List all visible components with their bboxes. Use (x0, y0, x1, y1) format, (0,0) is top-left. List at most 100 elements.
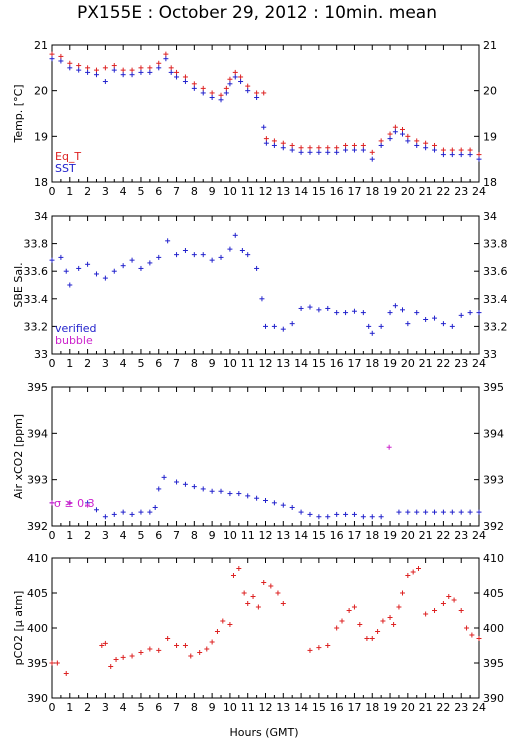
data-point (147, 65, 153, 71)
y-tick-label-right: 18 (483, 176, 497, 189)
data-point (357, 622, 363, 627)
data-point (261, 124, 267, 130)
data-point (200, 90, 206, 96)
data-point (49, 257, 55, 263)
data-point (392, 129, 398, 135)
x-tick-label: 7 (173, 357, 180, 370)
data-point (351, 147, 357, 153)
data-point (476, 152, 482, 158)
data-point (182, 79, 188, 85)
data-point (298, 305, 304, 311)
data-point (245, 88, 251, 94)
data-point (364, 636, 370, 641)
x-tick-label: 3 (102, 701, 109, 714)
data-point (414, 138, 420, 144)
y-tick-label-right: 390 (483, 692, 504, 705)
data-point (165, 636, 171, 641)
data-point (223, 90, 229, 96)
data-point (191, 484, 197, 490)
data-point (366, 323, 372, 329)
data-point (280, 140, 286, 146)
x-tick-label: 22 (436, 185, 450, 198)
x-tick-label: 6 (155, 185, 162, 198)
data-point (102, 640, 108, 646)
data-point (432, 147, 438, 153)
data-point (245, 252, 251, 258)
data-point (316, 145, 322, 151)
x-tick-label: 9 (209, 185, 216, 198)
x-tick-label: 15 (312, 357, 326, 370)
data-point (289, 142, 295, 148)
data-point (307, 511, 313, 517)
data-point (467, 509, 473, 515)
x-tick-label: 19 (383, 529, 397, 542)
data-point (156, 647, 162, 653)
data-point (93, 271, 99, 277)
series-2 (49, 444, 392, 508)
x-tick-label: 15 (312, 529, 326, 542)
data-point (111, 511, 117, 517)
data-point (102, 65, 108, 71)
x-tick-label: 13 (276, 185, 290, 198)
y-tick-label-left: 405 (27, 587, 48, 600)
x-tick-label: 18 (365, 185, 379, 198)
data-point (334, 511, 340, 517)
data-point (440, 147, 446, 153)
x-tick-label: 1 (66, 185, 73, 198)
data-point (165, 238, 171, 244)
data-point (255, 604, 261, 610)
data-point (414, 142, 420, 148)
data-point (102, 79, 108, 85)
data-point (58, 58, 64, 64)
x-tick-label: 5 (137, 701, 144, 714)
data-point (67, 65, 73, 71)
x-tick-label: 10 (223, 185, 237, 198)
data-point (49, 56, 55, 62)
x-tick-label: 3 (102, 529, 109, 542)
x-tick-label: 14 (294, 357, 308, 370)
x-tick-label: 22 (436, 701, 450, 714)
x-tick-label: 3 (102, 357, 109, 370)
data-point (163, 56, 169, 62)
y-tick-label-right: 33.2 (483, 320, 508, 333)
x-tick-label: 6 (155, 357, 162, 370)
data-point (369, 514, 375, 520)
x-tick-label: 16 (330, 185, 344, 198)
data-point (245, 493, 251, 499)
x-tick-label: 8 (191, 185, 198, 198)
data-point (102, 514, 108, 520)
data-point (263, 136, 269, 142)
series-1 (49, 566, 482, 676)
chart-title: PX155E : October 29, 2012 : 10min. mean (77, 3, 437, 23)
data-point (392, 303, 398, 309)
x-tick-label: 7 (173, 185, 180, 198)
x-tick-label: 22 (436, 357, 450, 370)
data-point (147, 646, 153, 652)
x-tick-label: 13 (276, 529, 290, 542)
data-point (399, 590, 405, 596)
legend-entry: Eq_T (55, 150, 81, 163)
data-point (405, 138, 411, 144)
x-tick-label: 14 (294, 529, 308, 542)
y-tick-label-left: 18 (34, 176, 48, 189)
series-1 (49, 51, 482, 158)
x-tick-label: 19 (383, 357, 397, 370)
data-point (414, 509, 420, 515)
data-point (67, 282, 73, 288)
x-tick-label: 24 (472, 701, 486, 714)
data-point (93, 507, 99, 513)
data-point (396, 509, 402, 515)
data-point (129, 257, 135, 263)
x-tick-label: 8 (191, 357, 198, 370)
x-tick-label: 16 (330, 529, 344, 542)
data-point (152, 504, 158, 510)
data-point (76, 265, 82, 271)
data-point (369, 636, 375, 641)
data-point (120, 263, 126, 269)
x-tick-label: 0 (49, 185, 56, 198)
y-tick-label-left: 393 (27, 474, 48, 487)
x-tick-label: 21 (419, 701, 433, 714)
data-point (339, 618, 345, 624)
data-point (334, 625, 340, 631)
data-point (263, 323, 268, 329)
